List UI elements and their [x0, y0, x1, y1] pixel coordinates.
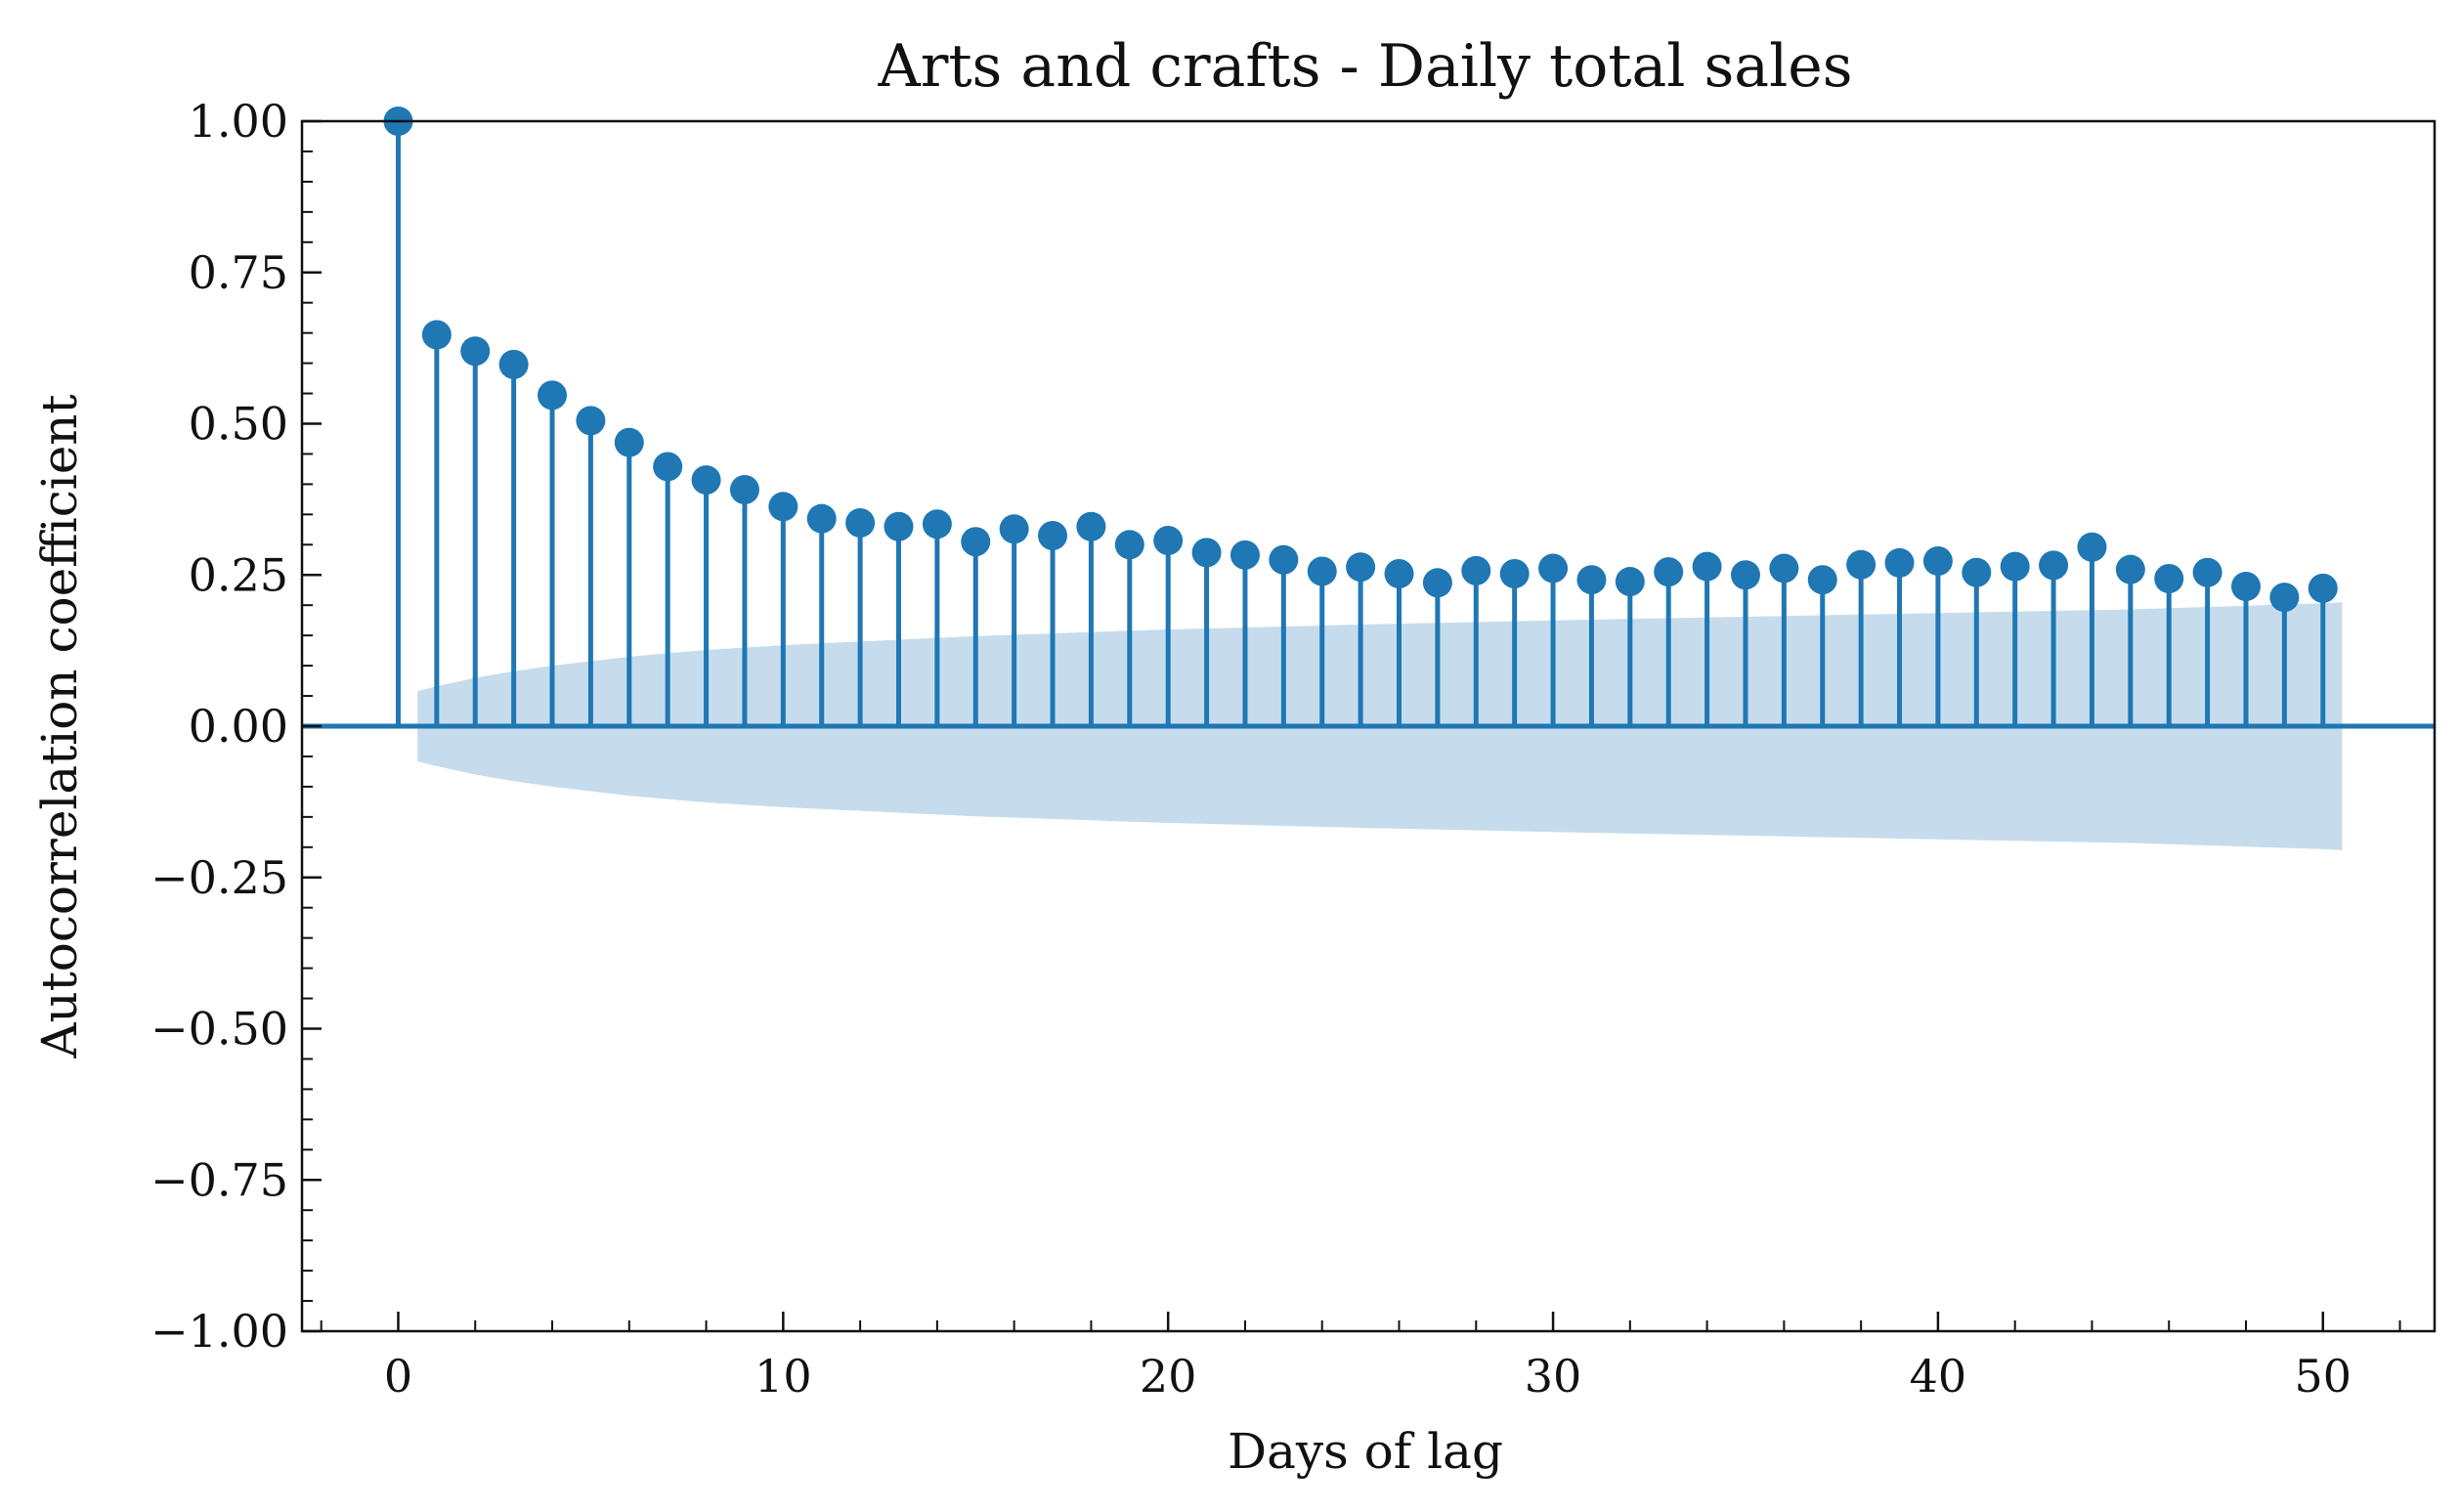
- stem-marker: [1884, 547, 1915, 578]
- stem-marker: [1730, 560, 1760, 590]
- x-axis-label: Days of lag: [1228, 1423, 1503, 1480]
- y-tick-label: −1.00: [151, 1305, 288, 1358]
- stem-marker: [961, 527, 991, 557]
- stem-marker: [1191, 538, 1222, 568]
- stem-marker: [1692, 551, 1722, 582]
- stem-marker: [2154, 563, 2184, 593]
- stem-marker: [1962, 557, 1992, 587]
- y-tick-label: 0.50: [189, 398, 288, 451]
- chart-title: Arts and crafts - Daily total sales: [877, 32, 1852, 101]
- stem-marker: [1769, 553, 1799, 583]
- stem-marker: [2000, 551, 2030, 582]
- y-tick-label: 0.25: [189, 548, 288, 601]
- stem-marker: [1038, 521, 1068, 551]
- x-tick-label: 0: [384, 1350, 412, 1403]
- y-tick-label: 1.00: [189, 95, 288, 148]
- stem-marker: [1654, 557, 1684, 587]
- stem-marker: [1922, 546, 1953, 577]
- stem-marker: [768, 492, 798, 522]
- stem-marker: [884, 511, 914, 541]
- stem-marker: [1114, 530, 1144, 560]
- stem-marker: [538, 380, 568, 410]
- stem-marker: [1538, 553, 1569, 583]
- stem-marker: [2077, 532, 2107, 562]
- x-tick-label: 50: [2295, 1350, 2352, 1403]
- stem-marker: [2231, 572, 2262, 602]
- stem-marker: [1307, 556, 1337, 586]
- x-tick-label: 40: [1910, 1350, 1967, 1403]
- stem-marker: [1269, 544, 1299, 575]
- stem-marker: [999, 514, 1029, 544]
- stem-marker: [2039, 550, 2069, 581]
- stem-marker: [845, 508, 876, 539]
- stem-marker: [1807, 565, 1837, 595]
- stem-marker: [1230, 540, 1260, 570]
- stem-marker: [576, 406, 606, 436]
- stem-marker: [1499, 559, 1530, 589]
- stem-marker: [421, 320, 452, 350]
- stem-marker: [2192, 557, 2222, 587]
- stem-marker: [2308, 573, 2338, 603]
- stem-marker: [653, 452, 683, 482]
- plot-area: −1.00 −0.75 −0.50 −0.25 0.00 0.25 0.50 0.75 1.00…: [151, 95, 2437, 1403]
- stem-marker: [1346, 552, 1376, 583]
- x-tick-label: 30: [1525, 1350, 1582, 1403]
- y-tick-label: 0.75: [189, 246, 288, 299]
- stem-marker: [498, 349, 529, 379]
- stem-marker: [1846, 549, 1877, 580]
- stem-marker: [1615, 567, 1645, 597]
- stem-marker: [691, 465, 721, 496]
- y-tick-label: −0.50: [151, 1003, 288, 1056]
- stem-marker: [1422, 568, 1452, 598]
- stem-marker: [460, 336, 491, 367]
- y-tick-label: 0.00: [189, 700, 288, 753]
- stem-marker: [1153, 525, 1184, 555]
- stem-marker: [2269, 583, 2300, 613]
- x-tick-label: 10: [755, 1350, 812, 1403]
- y-tick-label: −0.75: [151, 1153, 288, 1206]
- stem-marker: [806, 503, 837, 534]
- stem-marker: [2115, 554, 2145, 584]
- stem-marker: [1461, 555, 1491, 585]
- x-tick-label: 20: [1140, 1350, 1197, 1403]
- stem-marker: [1576, 565, 1607, 595]
- stem-marker: [729, 474, 759, 504]
- stem-marker: [614, 427, 644, 457]
- stem-marker: [922, 509, 952, 540]
- stem-marker: [1384, 559, 1414, 589]
- y-tick-label: −0.25: [151, 851, 288, 904]
- y-axis-label: Autocorrelation coefficient: [31, 394, 88, 1058]
- stem-marker: [1076, 511, 1106, 541]
